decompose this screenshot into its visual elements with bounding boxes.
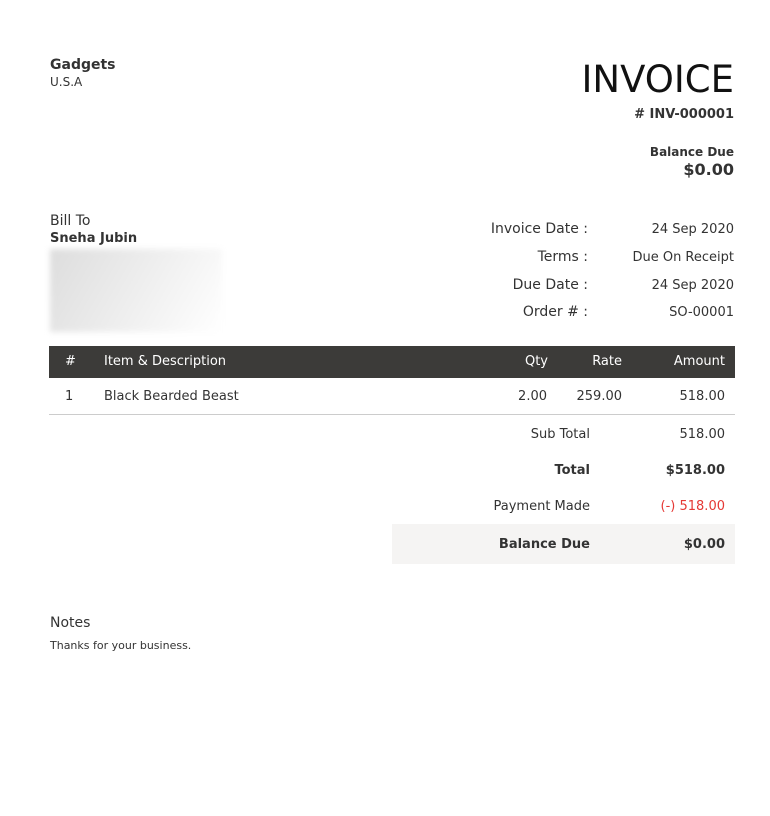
meta-label: Due Date : bbox=[512, 277, 588, 293]
sub-total-label: Sub Total bbox=[530, 427, 590, 442]
header-rate: Rate bbox=[592, 354, 622, 369]
meta-label: Order # : bbox=[522, 304, 588, 320]
notes-text: Thanks for your business. bbox=[50, 639, 192, 652]
row-item: Black Bearded Beast bbox=[104, 389, 239, 404]
meta-value: Due On Receipt bbox=[632, 250, 734, 265]
row-rate: 259.00 bbox=[576, 389, 623, 404]
meta-value: SO-00001 bbox=[669, 305, 734, 320]
meta-label: Invoice Date : bbox=[490, 221, 588, 237]
invoice-number: # INV-000001 bbox=[634, 107, 734, 122]
company-country: U.S.A bbox=[50, 75, 83, 89]
bill-to-label: Bill To bbox=[50, 213, 91, 229]
divider bbox=[49, 414, 735, 415]
meta-value: 24 Sep 2020 bbox=[651, 278, 734, 293]
balance-value: $0.00 bbox=[683, 537, 725, 552]
header-qty: Qty bbox=[524, 354, 548, 369]
total-value: $518.00 bbox=[665, 463, 725, 478]
meta-label: Terms : bbox=[537, 249, 588, 265]
company-name: Gadgets bbox=[50, 57, 116, 73]
payment-made-value: (-) 518.00 bbox=[660, 499, 725, 514]
balance-label: Balance Due bbox=[498, 537, 590, 552]
notes-label: Notes bbox=[50, 615, 91, 631]
redacted-address bbox=[50, 249, 222, 332]
row-amount: 518.00 bbox=[679, 389, 726, 404]
sub-total-value: 518.00 bbox=[679, 427, 726, 442]
invoice-title: INVOICE bbox=[581, 58, 735, 101]
header-num: # bbox=[65, 354, 76, 369]
meta-value: 24 Sep 2020 bbox=[651, 222, 734, 237]
balance-due-label: Balance Due bbox=[649, 145, 734, 159]
balance-due-row bbox=[392, 524, 735, 564]
header-amount: Amount bbox=[673, 354, 725, 369]
row-qty: 2.00 bbox=[518, 389, 547, 404]
total-label: Total bbox=[554, 463, 590, 478]
payment-made-label: Payment Made bbox=[493, 499, 590, 514]
bill-to-name: Sneha Jubin bbox=[50, 231, 138, 246]
header-item: Item & Description bbox=[104, 354, 227, 369]
balance-due-amount: $0.00 bbox=[683, 160, 734, 179]
row-num: 1 bbox=[65, 389, 74, 404]
table-header: # Item & Description Qty Rate Amount bbox=[49, 346, 735, 378]
